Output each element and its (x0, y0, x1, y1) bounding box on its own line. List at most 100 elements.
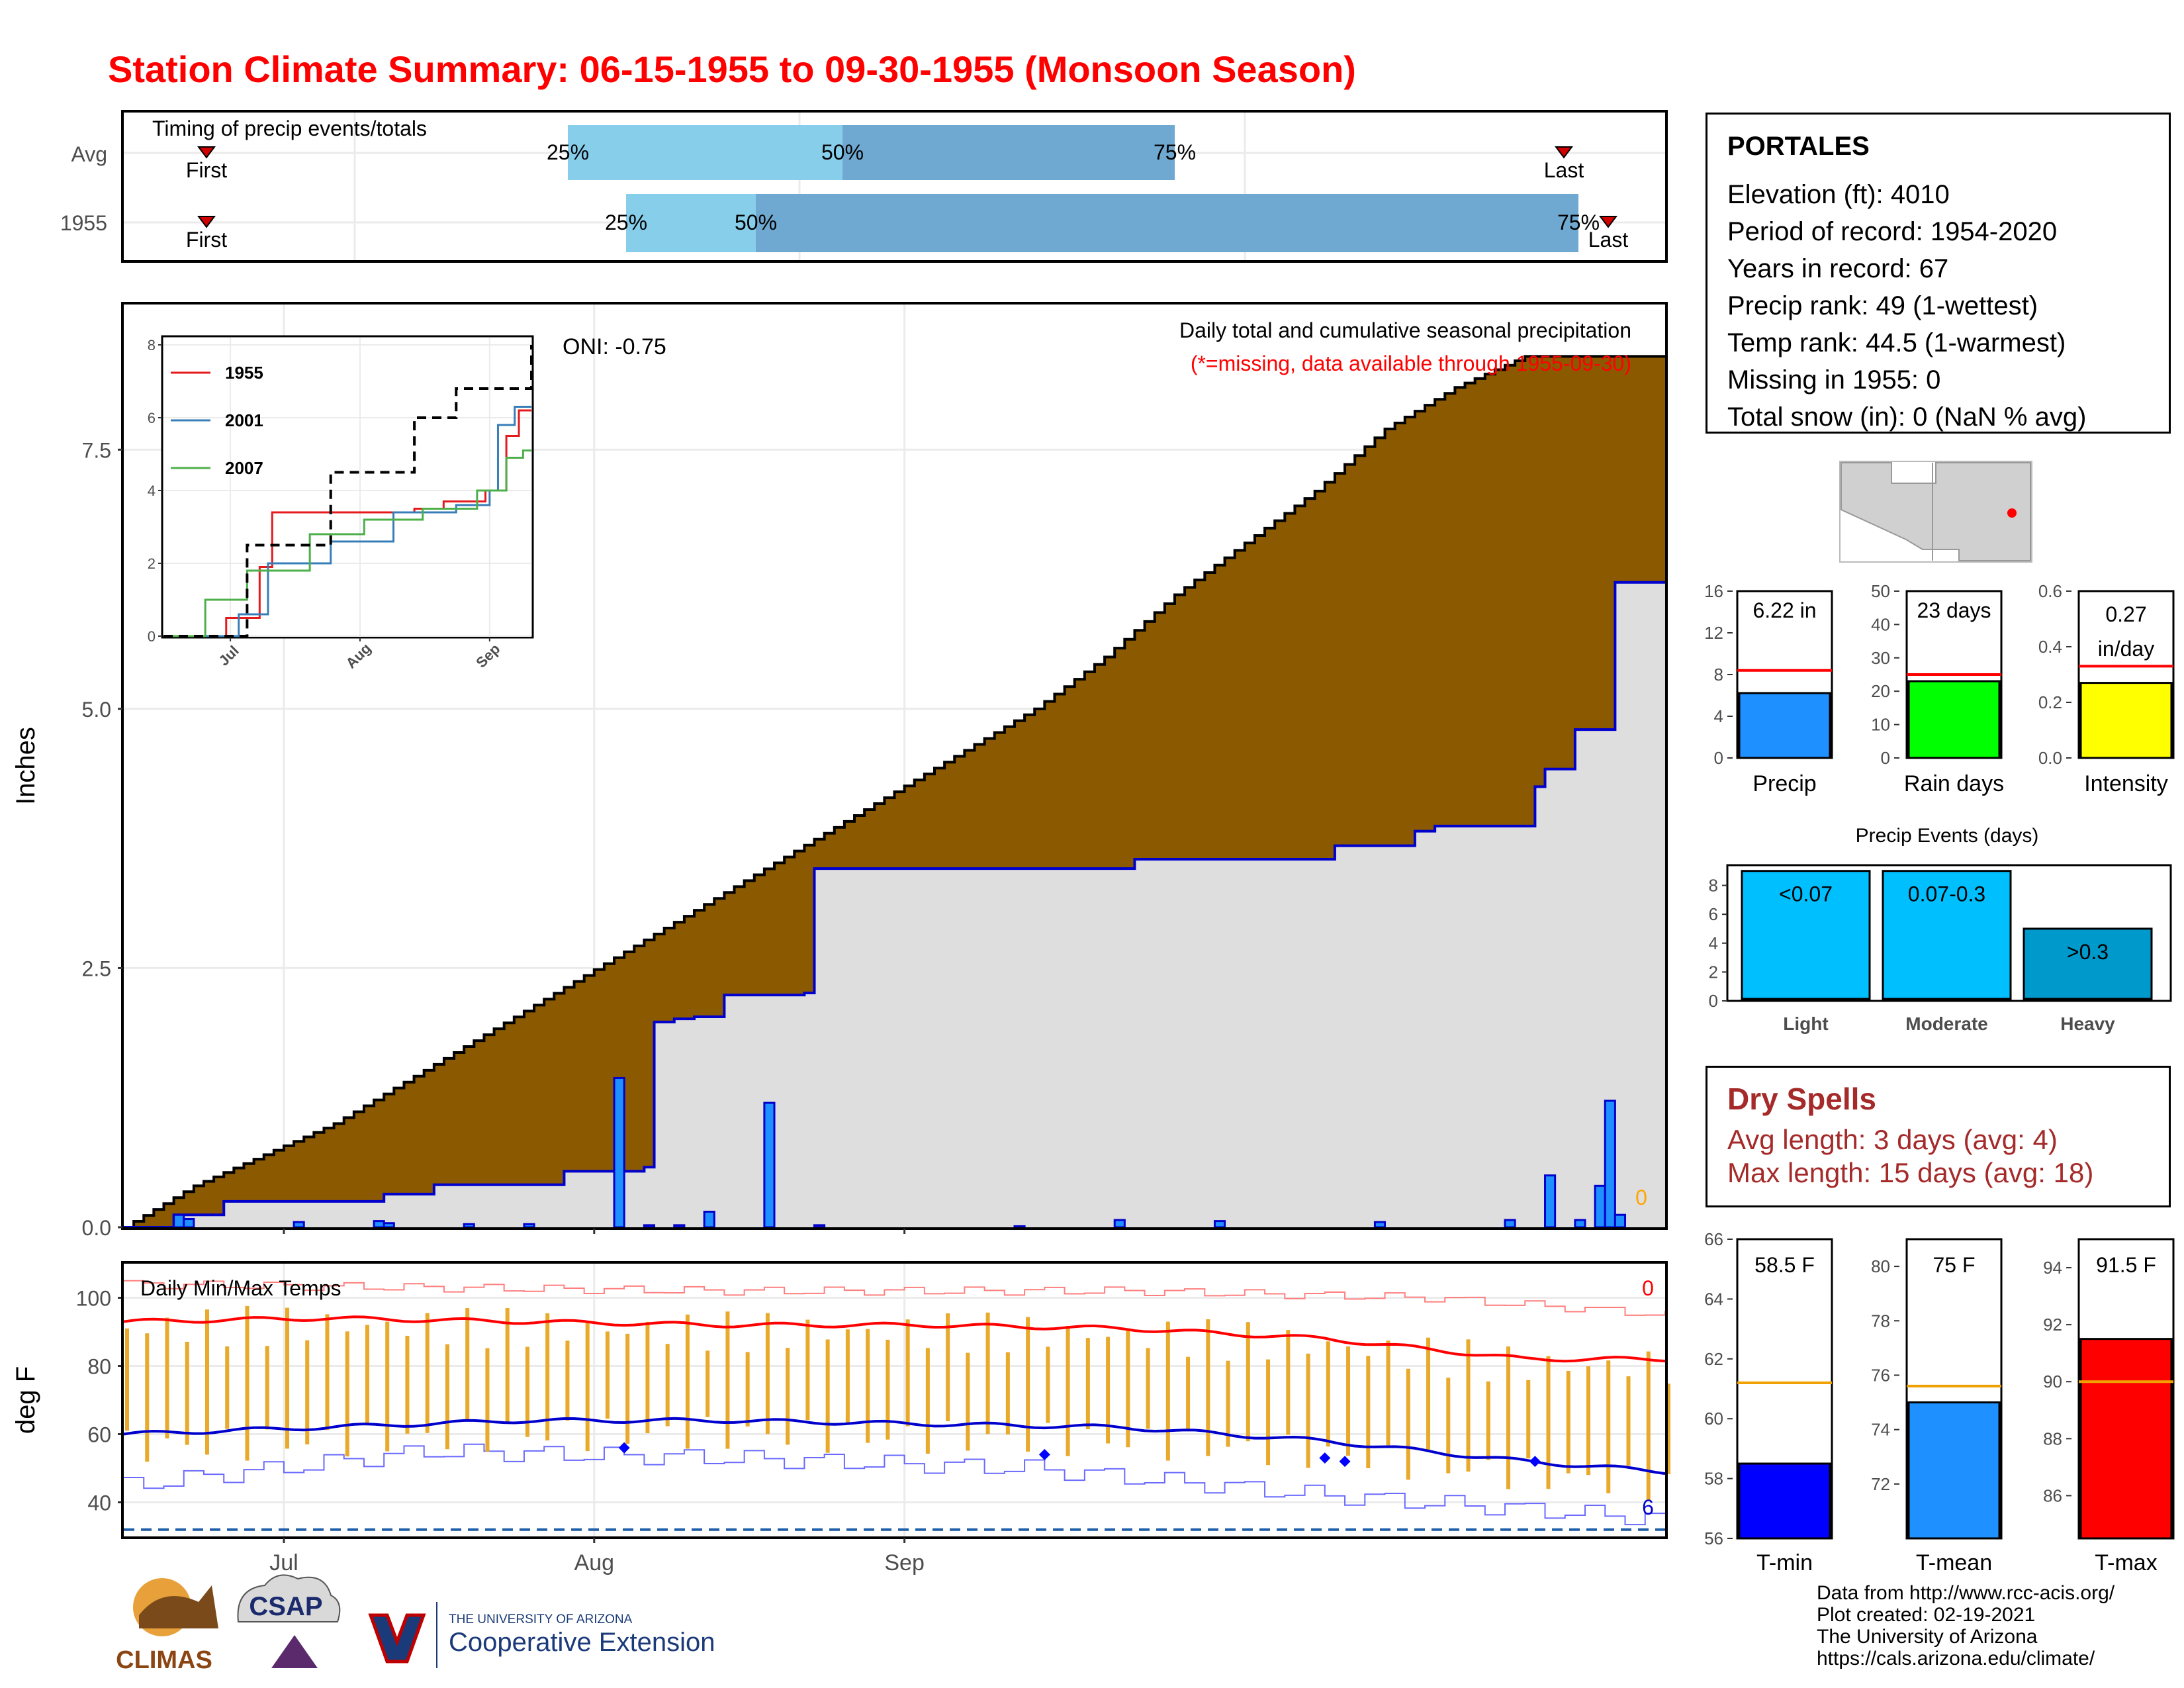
daily-temp-range-bar (505, 1308, 510, 1424)
station-line: Precip rank: 49 (1-wettest) (1727, 291, 2038, 320)
seasonal-avg-line (124, 355, 1665, 1229)
temp-summary-ytick-label: 86 (2043, 1485, 2062, 1505)
timing-avg-iqr-low (568, 125, 842, 180)
daily-temp-range-bar (1646, 1351, 1651, 1500)
events-category-label: Moderate (1905, 1013, 1987, 1034)
inset-avg-line (163, 345, 533, 637)
csap-logo-text: CSAP (249, 1592, 322, 1621)
current-season-area (124, 582, 1665, 1227)
dry-spells-box: Dry Spells Avg length: 3 days (avg: 4) M… (1706, 1066, 2171, 1207)
inset-ytick-label: 6 (148, 410, 156, 426)
climas-logo-shape (139, 1585, 218, 1628)
daily-temp-range-bar (1426, 1337, 1431, 1452)
temp-summary-value-label: 91.5 F (2096, 1253, 2156, 1277)
daily-temp-range-bar (1366, 1356, 1371, 1468)
daily-precip-bar (173, 1213, 185, 1229)
daily-precip-bar (383, 1222, 395, 1229)
ua-logo-top-text: THE UNIVERSITY OF ARIZONA (449, 1613, 633, 1626)
daily-temp-range-bar (125, 1328, 129, 1431)
daily-precip-bar (763, 1102, 776, 1229)
daily-temp-range-bar (145, 1333, 150, 1462)
avg-min-line (123, 1417, 1666, 1476)
daily-temp-range-bar (205, 1309, 209, 1455)
daily-temp-range-bar (285, 1307, 289, 1449)
events-bar (1882, 870, 2012, 1000)
missing-note: (*=missing, data available through 1955-… (1191, 352, 1631, 375)
inset-legend-label: 2007 (225, 458, 263, 478)
daily-temp-range-bar (345, 1331, 349, 1457)
daily-temp-range-bar (1246, 1322, 1250, 1442)
location-map (1839, 461, 2032, 563)
timing-panel: Timing of precip events/totals Avg 1955 … (60, 110, 1668, 263)
events-value-label: >0.3 (2067, 940, 2109, 964)
summary-value-label: 23 days (1917, 598, 1991, 622)
logos: CLIMAS CSAP THE UNIVERSITY OF ARIZONA Coope… (116, 1574, 715, 1674)
dry-spells-title: Dry Spells (1727, 1082, 1876, 1116)
daily-temp-range-bar (705, 1350, 710, 1417)
daily-temp-range-bar (925, 1348, 930, 1454)
daily-temp-range-bar (1146, 1348, 1150, 1429)
daily-temp-range-bar (545, 1313, 550, 1441)
p25-avg: 25% (547, 140, 589, 164)
precip-ytick-label: 0.0 (82, 1216, 111, 1240)
daily-precip-bar (703, 1211, 715, 1229)
station-line: Elevation (ft): 4010 (1727, 180, 1950, 209)
p25-1955: 25% (605, 211, 647, 234)
daily-temp-range-bar (1306, 1353, 1310, 1468)
daily-precip-bar (1574, 1219, 1586, 1229)
inset-series-line (163, 449, 531, 637)
daily-temp-range-bar (325, 1314, 330, 1430)
daily-temp-range-bar (1386, 1340, 1390, 1446)
station-line: Total snow (in): 0 (NaN % avg) (1727, 402, 2087, 432)
temp-summary-ytick-label: 74 (1871, 1420, 1890, 1440)
summary-ytick-label: 40 (1871, 614, 1890, 634)
timing-label: Timing of precip events/totals (152, 117, 427, 140)
timing-1955-iqr-high (756, 194, 1578, 252)
ua-logo-icon (368, 1613, 426, 1664)
events-title: Precip Events (days) (1856, 825, 2039, 847)
daily-temp-range-bar (525, 1346, 529, 1437)
map-states (1841, 462, 2031, 561)
summary-chart-rain-days: 0 10 20 30 40 50 23 days Rain days (1871, 581, 2004, 796)
daily-temp-range-bar (165, 1317, 169, 1438)
daily-temp-range-bar (1506, 1346, 1511, 1489)
station-info-box: PORTALES Elevation (ft): 4010 Period of … (1706, 113, 2171, 434)
temp-panel: 40 60 80 100 Daily Min/Max Temps deg F 0 6 (11, 1261, 1670, 1539)
temp-summary-value-label: 75 F (1933, 1253, 1975, 1277)
daily-temp-range-bar (385, 1321, 390, 1452)
temp-summary-category-label: T-min (1756, 1550, 1813, 1575)
credits: Data from http://www.rcc-acis.org/ Plot … (1817, 1582, 2115, 1669)
temp-summary-t-mean: 72 74 76 78 80 75 F T-mean (1871, 1238, 2003, 1575)
daily-temp-range-bar (1085, 1338, 1090, 1430)
xtick-label: Jul (269, 1550, 298, 1575)
timing-row-1955: 1955 (60, 211, 107, 235)
record-min-marker (1339, 1456, 1351, 1468)
daily-precip-bar (1614, 1213, 1627, 1229)
last-marker-avg (1555, 146, 1573, 159)
credit-line: The University of Arizona (1817, 1626, 2038, 1648)
summary-bar (1738, 692, 1831, 759)
summary-ytick-label: 0 (1714, 748, 1723, 768)
summary-value-label: 6.22 in (1752, 598, 1816, 622)
xtick-label: Aug (574, 1550, 615, 1575)
last-label-1955: Last (1588, 228, 1629, 252)
temp-frame (122, 1262, 1666, 1538)
daily-temp-range-bar (1526, 1380, 1531, 1459)
daily-precip-bar (1013, 1225, 1026, 1229)
daily-temp-range-bar (245, 1305, 250, 1461)
temp-summary-ytick-label: 90 (2043, 1372, 2062, 1391)
precip-ylabel: Inches (11, 727, 40, 805)
daily-precip-bar (183, 1217, 195, 1229)
oni-label: ONI: -0.75 (563, 334, 666, 359)
daily-precip-bar (813, 1224, 826, 1229)
temp-ytick-label: 100 (76, 1287, 111, 1311)
summary-bar (2079, 682, 2173, 759)
record-min-marker (1319, 1452, 1331, 1464)
daily-temp-range-bar (1586, 1366, 1591, 1476)
timing-row-avg: Avg (71, 142, 107, 166)
daily-temp-range-bar (625, 1333, 630, 1444)
csap-mountain-icon (271, 1635, 318, 1668)
daily-precip-bar (613, 1076, 625, 1229)
page-title: Station Climate Summary: 06-15-1955 to 0… (108, 48, 1356, 90)
p50-avg: 50% (821, 140, 864, 164)
